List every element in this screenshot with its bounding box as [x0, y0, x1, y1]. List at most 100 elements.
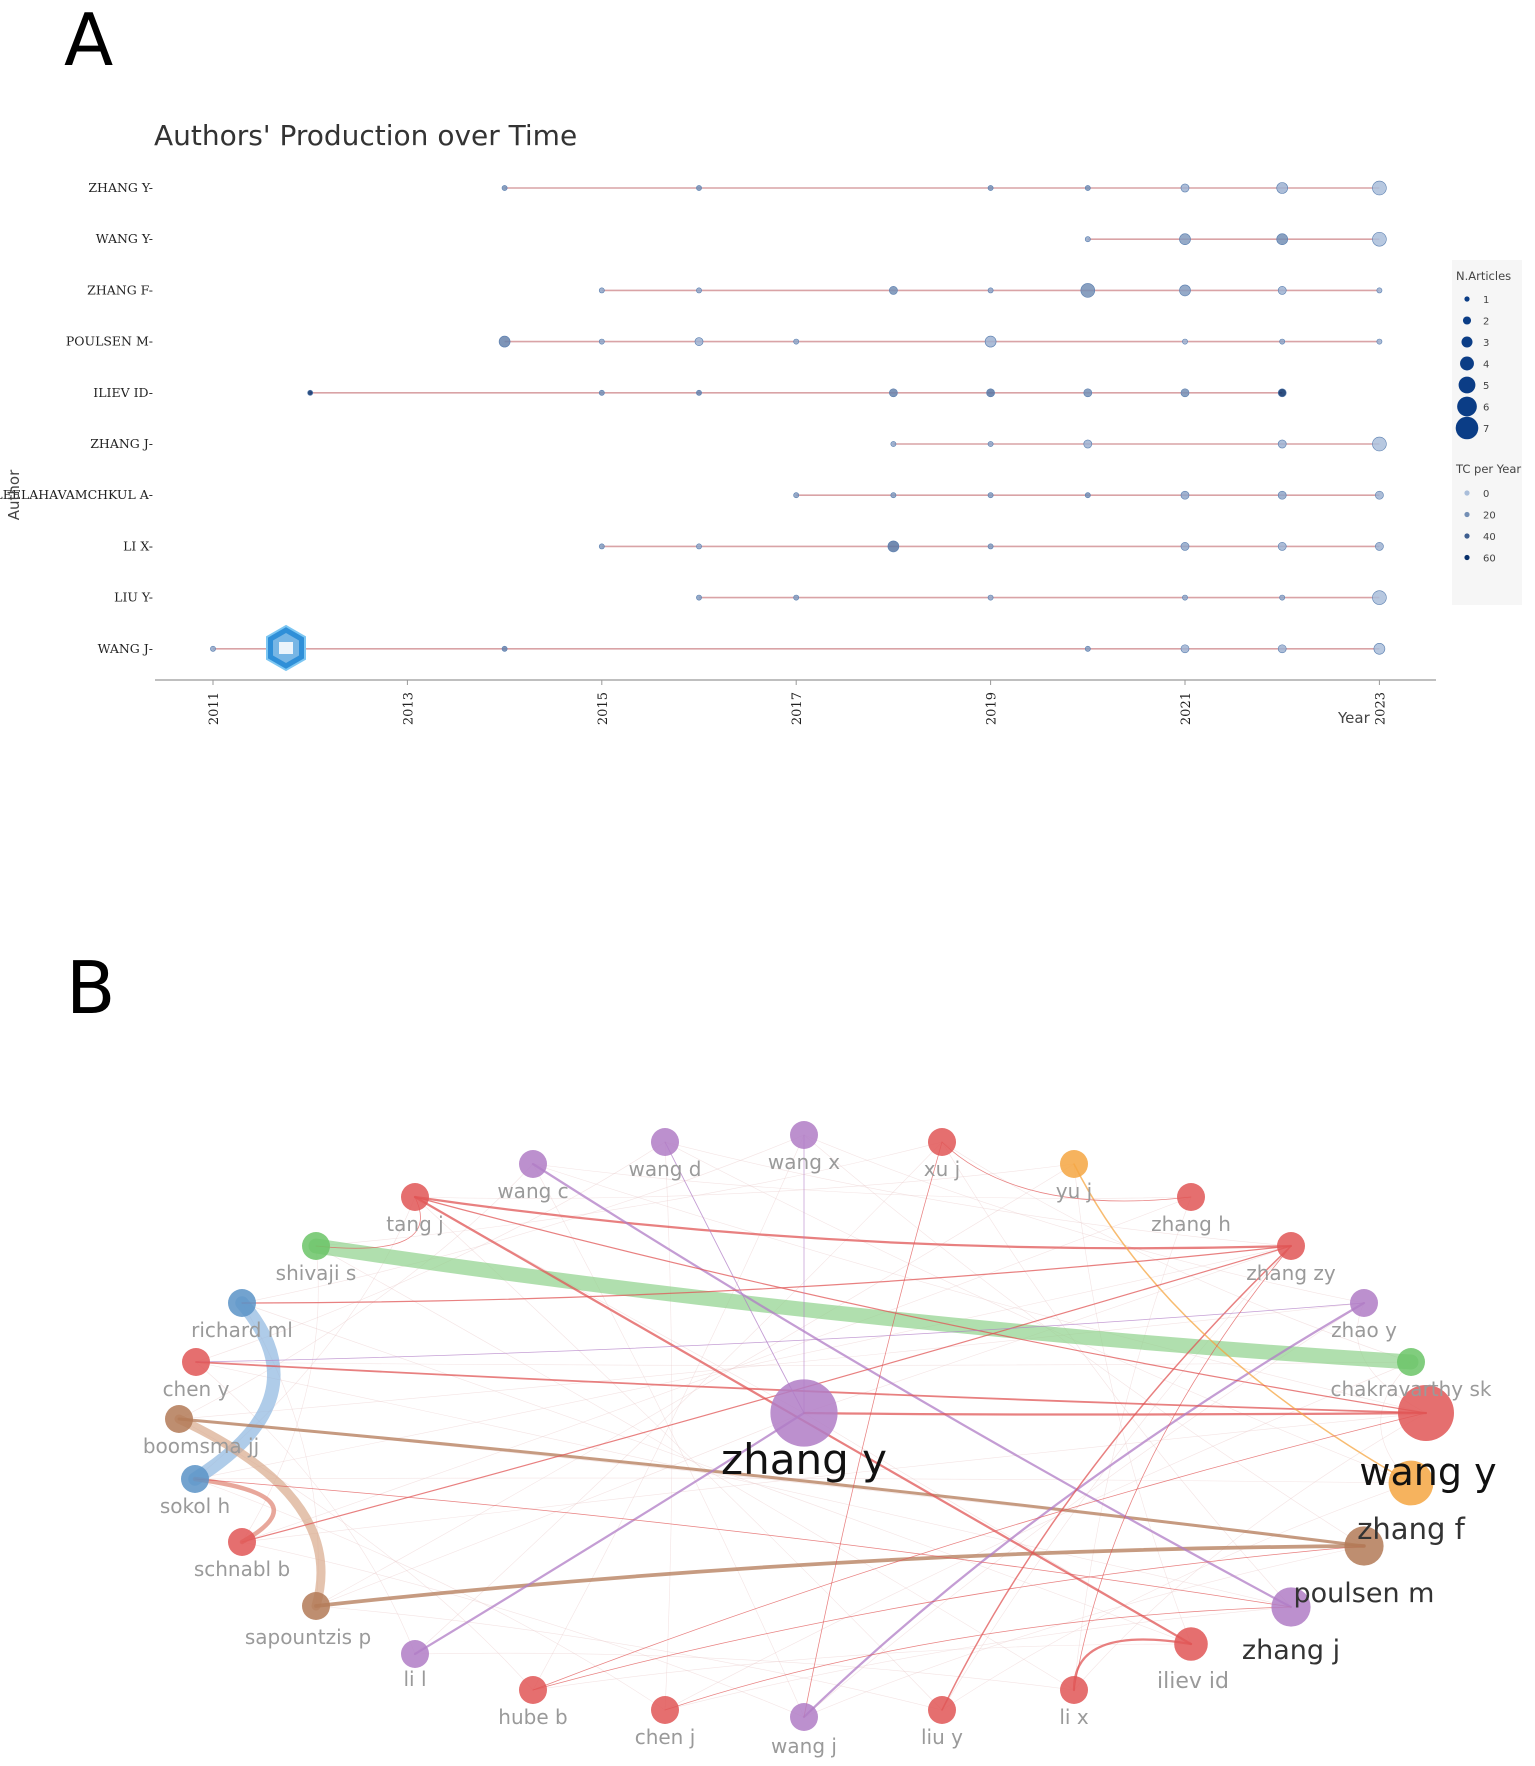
node-label-sokol-h: sokol h: [160, 1494, 230, 1518]
point-zhang-f-2015: [598, 287, 605, 294]
node-zhang-h: [1177, 1183, 1205, 1211]
legend-size-dot-1: [1464, 296, 1470, 302]
node-label-hube-b: hube b: [498, 1705, 567, 1729]
authors-production-chart: Authors' Production over Time ZHANG Y- WA…: [0, 119, 1522, 727]
node-label-wang-j: wang j: [771, 1734, 837, 1758]
edge-hube-b-wang-y: [532, 1412, 1427, 1691]
point-poulsen-m-2016: [694, 337, 704, 346]
point-iliev-id-2021: [1180, 388, 1190, 398]
point-liu-y-2016: [696, 594, 702, 601]
tick-label-2013: 2013: [401, 692, 416, 725]
faint-edge-hube-b-wang-x: [532, 1134, 805, 1691]
point-wang-j-2020: [1084, 645, 1091, 652]
edge-shivaji-s-chakravarthy-sk: [308, 1238, 1419, 1370]
legend-color-value-40: 40: [1483, 532, 1496, 543]
faint-edge-boomsma-jj-zhao-y: [178, 1302, 1365, 1420]
coauthorship-network: zhang y wang y zhang f poulsen m zhang j ilie…: [143, 1121, 1497, 1758]
panel-label-b: B: [66, 946, 116, 1030]
faint-edge-zhang-f-sokol-h: [194, 1477, 1412, 1484]
author-label-zhang-j: ZHANG J-: [90, 436, 153, 451]
author-label-zhang-y: ZHANG Y-: [88, 180, 153, 195]
node-zhang-y: [770, 1379, 838, 1447]
legend-size-value-6: 6: [1483, 403, 1489, 414]
edge-xu-j-wang-j: [803, 1141, 943, 1718]
faint-edge-zhang-j-chen-j: [664, 1606, 1292, 1711]
point-zhang-y-2023: [1372, 180, 1387, 196]
point-leelahavamchkul-a-2020: [1084, 492, 1091, 499]
node-label-zhao-y: zhao y: [1331, 1318, 1397, 1342]
legend-size-dot-2: [1462, 316, 1472, 325]
point-wang-j-2023: [1373, 642, 1386, 655]
legend-color-dot-40: [1464, 533, 1470, 539]
node-sokol-h: [181, 1465, 209, 1493]
tick-label-2021: 2021: [1179, 692, 1194, 725]
point-wang-j-2021: [1180, 644, 1190, 654]
legend-size-value-1: 1: [1483, 295, 1489, 306]
faint-edge-chen-j-wang-d: [664, 1141, 673, 1711]
legend-color-value-0: 0: [1483, 489, 1489, 500]
author-label-zhang-f: ZHANG F-: [87, 282, 153, 297]
watermark-badge-icon: [266, 624, 306, 672]
faint-edge-poulsen-m-wang-j: [803, 1545, 1365, 1718]
author-label-iliev-id: ILIEV ID-: [93, 385, 153, 400]
node-iliev-id: [1174, 1627, 1208, 1661]
author-label-li-x: LI X-: [123, 538, 153, 553]
edge-tang-j-wang-y: [414, 1196, 1427, 1414]
node-richard-ml: [228, 1289, 256, 1317]
node-poulsen-m: [1344, 1526, 1384, 1566]
node-schnabl-b: [228, 1528, 256, 1556]
point-zhang-j-2019: [987, 441, 994, 447]
node-label-yu-j: yu j: [1056, 1179, 1092, 1203]
node-label-tang-j: tang j: [386, 1212, 443, 1236]
point-iliev-id-2019: [986, 388, 995, 398]
node-label-li-x: li x: [1059, 1705, 1088, 1729]
node-label-wang-y: wang y: [1359, 1450, 1496, 1494]
node-label-boomsma-jj: boomsma jj: [143, 1434, 259, 1458]
point-poulsen-m-2015: [598, 338, 605, 345]
author-label-liu-y: LIU Y-: [114, 590, 153, 605]
edge-richard-ml-sokol-h: [188, 1296, 281, 1486]
point-zhang-j-2022: [1277, 439, 1287, 449]
node-label-chakravarthy-sk: chakravarthy sk: [1330, 1377, 1491, 1401]
point-li-x-2015: [598, 543, 605, 550]
point-wang-j-2011: [210, 645, 216, 652]
node-label-shivaji-s: shivaji s: [276, 1261, 357, 1285]
node-label-chen-j: chen j: [635, 1725, 696, 1749]
y-axis-label: Author: [5, 469, 23, 520]
faint-edge-wang-y-schnabl-b: [241, 1412, 1427, 1543]
point-li-x-2021: [1180, 542, 1190, 551]
node-wang-c: [519, 1150, 547, 1178]
node-boomsma-jj: [165, 1405, 193, 1433]
faint-edge-li-l-xu-j: [414, 1141, 943, 1655]
author-label-wang-j: WANG J-: [98, 641, 153, 656]
faint-edge-poulsen-m-wang-x: [803, 1134, 1365, 1547]
author-label-wang-y: WANG Y-: [96, 231, 153, 246]
node-chakravarthy-sk: [1397, 1348, 1425, 1376]
edge-sokol-h-zhang-j: [194, 1478, 1292, 1608]
point-wang-j-2022: [1277, 644, 1287, 654]
tick-label-2023: 2023: [1373, 692, 1388, 725]
faint-edge-wang-y-li-x: [1073, 1412, 1427, 1691]
legend-size-dot-4: [1460, 356, 1474, 371]
faint-edge-chen-j-sokol-h: [194, 1478, 666, 1711]
point-zhang-y-2020: [1084, 185, 1091, 191]
node-label-wang-x: wang x: [768, 1150, 840, 1174]
legend-color-dot-20: [1464, 511, 1470, 518]
edge-li-x-zhang-zy: [1073, 1245, 1292, 1691]
point-zhang-f-2016: [696, 287, 702, 294]
node-label-zhang-j: zhang j: [1242, 1635, 1340, 1666]
legend-size-dot-5: [1458, 376, 1476, 394]
node-wang-x: [790, 1121, 818, 1149]
node-wang-y: [1398, 1385, 1454, 1441]
faint-edge-zhang-f-wang-d: [664, 1141, 1412, 1484]
point-zhang-j-2023: [1372, 436, 1387, 452]
legend-size-title: N.Articles: [1456, 269, 1511, 283]
author-rows: ZHANG Y- WANG Y- ZHANG F- POULSEN M- ILIEV I…: [0, 180, 1387, 656]
faint-edge-li-x-li-l: [414, 1652, 1075, 1691]
faint-edge-wang-j-schnabl-b: [241, 1541, 805, 1718]
point-iliev-id-2018: [889, 388, 898, 398]
point-liu-y-2021: [1182, 594, 1188, 601]
node-label-iliev-id: iliev id: [1157, 1669, 1229, 1694]
node-liu-y: [928, 1696, 956, 1724]
legend-size-dot-3: [1461, 336, 1473, 348]
